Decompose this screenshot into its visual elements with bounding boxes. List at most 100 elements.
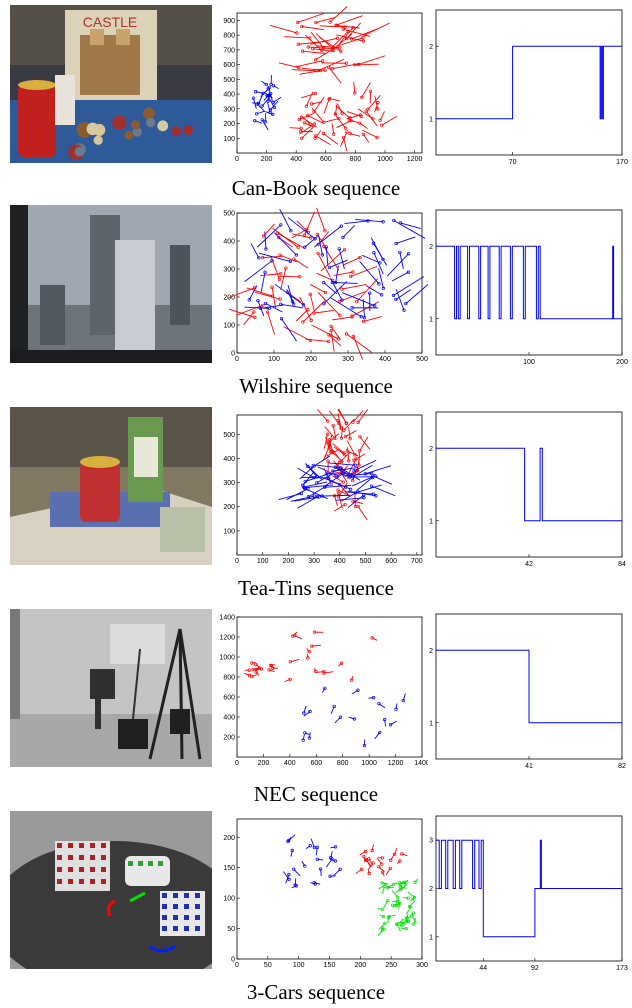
flow-vector [329,259,348,268]
flow-origin [391,293,396,297]
flow-origin [338,46,342,50]
flow-vector [335,105,350,119]
flow-origin [348,475,352,479]
flow-origin [265,310,270,314]
sequence-photo [10,205,212,363]
flow-origin [344,61,348,65]
flow-origin [324,245,328,249]
flow-vector [370,237,384,260]
flow-origin [322,669,326,674]
flow-vector [348,427,351,439]
flow-vector [336,120,352,128]
flow-origin [263,120,267,124]
flow-origin [296,42,300,46]
flow-vector [374,95,379,110]
flow-vector [333,446,345,456]
flow-origin [320,48,324,53]
flow-x-tick: 1200 [407,156,423,163]
sequence-row: CASTLE 0 200 400 600 800 1000 1200 100 200 300 400 5… [0,0,632,200]
flow-x-tick: 500 [360,558,372,565]
flow-vector [332,466,359,472]
flow-vector [332,281,358,284]
flow-vector [301,861,306,867]
flow-vector [339,27,354,44]
step-y-tick: 2 [429,446,433,453]
flow-origin [341,235,345,239]
flow-origin [348,116,352,120]
flow-vector [305,91,314,107]
flow-origin [304,104,309,108]
flow-vector [352,464,373,478]
flow-vector [395,289,411,300]
sequence-caption: Tea-Tins sequence [238,576,394,600]
flow-x-tick: 600 [385,558,397,565]
flow-origin [315,475,319,479]
flow-origin [412,922,416,926]
flow-vector [371,485,396,497]
flow-origin [339,459,344,464]
flow-vector [260,273,281,277]
flow-origin [270,285,274,289]
flow-origin [323,686,327,690]
flow-vector [414,878,418,883]
flow-vector [261,97,270,107]
flow-origin [378,730,382,735]
flow-origin [339,49,343,53]
flow-origin [402,880,406,885]
flow-vector [278,493,302,500]
flow-origin [300,49,305,53]
step-x-tick: 173 [616,965,628,972]
flow-origin [375,135,379,140]
flow-vector [346,111,362,117]
flow-origin [333,859,338,863]
flow-origin [371,474,375,478]
flow-vector [299,296,312,321]
step-plot-frame [435,613,623,760]
sequence-caption: NEC sequence [253,782,379,806]
flow-vector [395,236,416,244]
flow-vector [353,81,356,93]
flow-vector [318,235,323,256]
flow-origin [364,858,369,862]
flow-origin [362,744,367,748]
flow-origin [341,480,345,484]
flow-origin [402,922,406,926]
flow-vector [261,119,269,131]
flow-vector [261,80,267,86]
flow-origin [388,866,392,871]
flow-y-tick: 800 [223,33,235,40]
segmentation-plot: 44 92 173 1 2 3 [424,806,632,976]
flow-origin [254,112,259,116]
flow-origin [323,290,328,295]
flow-origin [363,849,368,854]
flow-origin [381,286,386,290]
flow-x-tick: 200 [354,962,366,969]
flow-origin [288,660,293,664]
flow-vector [322,445,330,462]
flow-vector [337,25,360,29]
flow-origin [286,839,290,844]
flow-origin [294,884,298,888]
flow-vector [337,420,342,431]
flow-origin [398,901,402,905]
flow-vector [297,496,318,509]
flow-origin [353,91,357,95]
flow-x-tick: 400 [379,356,391,363]
flow-vector [228,287,255,299]
flow-plot: 0 200 400 600 800 1000 1200 1400 200 400 600 800 100… [214,604,429,774]
flow-origin [395,895,400,899]
flow-origin [297,117,302,122]
flow-origin [287,872,291,877]
flow-vector [269,24,297,34]
flow-origin [349,678,354,682]
flow-vector [317,409,328,422]
flow-origin [368,89,373,94]
flow-vector [256,224,282,248]
step-y-tick: 3 [429,838,433,845]
flow-origin [330,449,334,454]
flow-origin [302,711,306,715]
flow-origin [300,136,304,140]
flow-origin [326,339,331,344]
flow-vector [271,663,275,666]
flow-y-tick: 100 [223,896,235,903]
